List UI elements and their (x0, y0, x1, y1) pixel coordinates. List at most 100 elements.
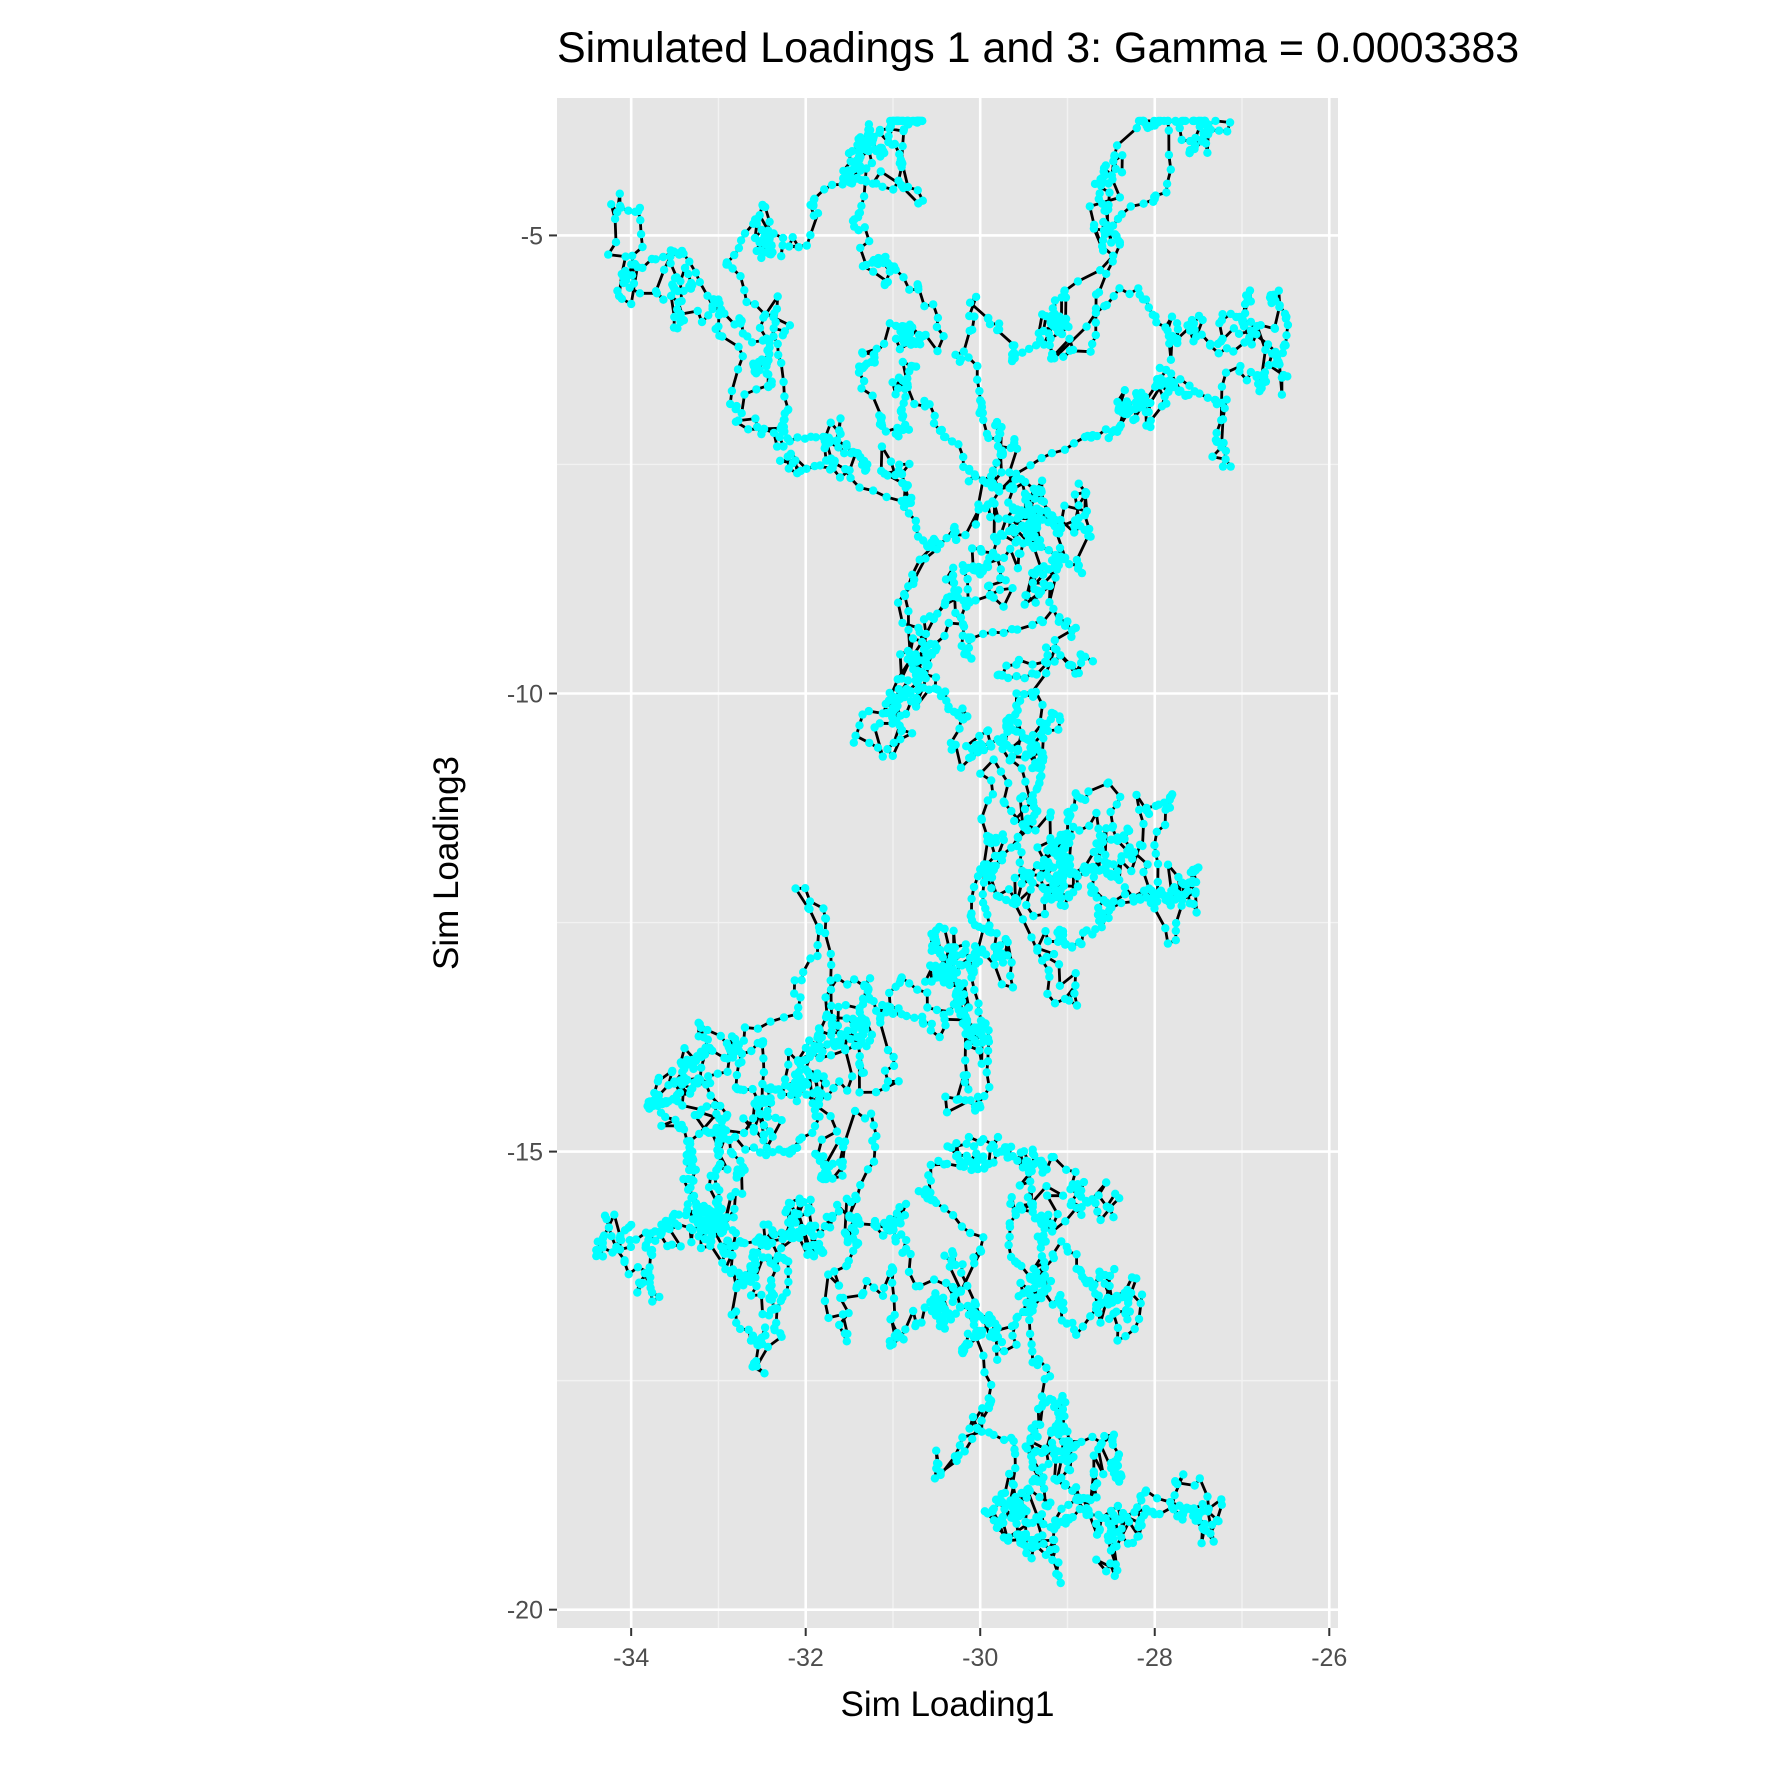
data-point (1010, 1445, 1019, 1454)
data-point (826, 436, 835, 445)
data-point (961, 1056, 970, 1065)
data-point (716, 1204, 725, 1214)
data-point (626, 1242, 636, 1252)
data-point (1102, 1178, 1111, 1187)
data-point (965, 953, 975, 963)
data-point (850, 1041, 859, 1051)
data-point (1051, 1544, 1060, 1554)
data-point (892, 1209, 902, 1218)
data-point (1220, 404, 1229, 413)
data-point (981, 504, 990, 513)
data-point (948, 571, 958, 580)
data-point (1037, 1510, 1047, 1519)
data-point (905, 979, 914, 988)
data-point (979, 415, 988, 425)
data-point (1113, 1501, 1123, 1511)
data-point (1108, 221, 1118, 230)
data-point (1060, 286, 1069, 295)
data-point (940, 1204, 949, 1213)
data-point (749, 219, 758, 228)
data-point (885, 688, 894, 698)
data-point (915, 1282, 924, 1291)
data-point (826, 976, 835, 985)
data-point (888, 378, 897, 387)
data-point (1022, 1506, 1031, 1516)
data-point (1123, 399, 1132, 409)
data-point (739, 1036, 748, 1045)
data-point (976, 769, 985, 778)
data-point (1052, 565, 1062, 574)
data-point (927, 1019, 936, 1029)
data-point (932, 1005, 942, 1015)
data-point (1094, 288, 1104, 297)
data-point (683, 1200, 692, 1209)
data-point (867, 1030, 877, 1039)
data-point (1239, 322, 1249, 331)
data-point (1033, 843, 1042, 852)
data-point (1101, 850, 1110, 859)
data-point (648, 1297, 657, 1306)
data-point (834, 1002, 843, 1012)
data-point (1123, 846, 1132, 856)
data-point (942, 533, 951, 543)
data-point (987, 776, 996, 785)
data-point (1054, 617, 1064, 626)
data-point (1240, 338, 1249, 347)
data-point (752, 1362, 761, 1371)
data-point (711, 1215, 720, 1224)
data-point (961, 601, 970, 610)
data-point (1091, 1304, 1101, 1314)
data-point (1042, 719, 1051, 728)
data-point (675, 1088, 685, 1097)
data-point (1116, 1515, 1126, 1524)
data-point (1010, 873, 1019, 883)
data-point (973, 361, 982, 371)
data-point (1229, 324, 1239, 333)
data-point (919, 615, 929, 624)
data-point (1059, 352, 1068, 361)
data-point (879, 1283, 889, 1293)
data-point (1063, 1437, 1072, 1446)
data-point (1036, 871, 1046, 880)
data-point (929, 534, 939, 544)
data-point (1109, 1534, 1118, 1544)
data-point (737, 409, 746, 418)
data-point (835, 1077, 844, 1086)
data-point (1010, 341, 1019, 350)
data-point (1151, 382, 1160, 391)
data-point (1039, 1519, 1048, 1529)
data-point (955, 960, 964, 969)
data-point (1035, 758, 1045, 767)
data-point (963, 1040, 973, 1049)
data-point (1074, 561, 1084, 570)
data-point (1024, 1168, 1034, 1177)
data-point (723, 1236, 733, 1246)
data-point (615, 1234, 624, 1244)
data-point (1092, 431, 1102, 441)
data-point (1095, 842, 1104, 851)
data-point (656, 1108, 666, 1117)
data-point (816, 461, 825, 470)
data-point (771, 317, 780, 327)
data-point (1055, 981, 1065, 990)
data-point (1281, 314, 1291, 323)
data-point (1080, 652, 1090, 661)
data-point (851, 1191, 860, 1201)
data-point (1032, 1267, 1041, 1277)
data-point (697, 1105, 706, 1115)
data-point (735, 314, 744, 323)
data-point (765, 338, 774, 347)
data-point (714, 310, 724, 320)
data-point (1192, 908, 1201, 917)
data-point (611, 238, 621, 247)
data-point (1186, 136, 1195, 146)
data-point (1256, 321, 1265, 330)
data-point (989, 755, 998, 764)
data-point (1038, 700, 1047, 709)
data-points-layer (592, 116, 1293, 1588)
data-point (959, 347, 968, 356)
data-point (1019, 539, 1028, 548)
data-point (893, 384, 903, 393)
data-point (1175, 123, 1184, 133)
data-point (763, 1342, 773, 1352)
